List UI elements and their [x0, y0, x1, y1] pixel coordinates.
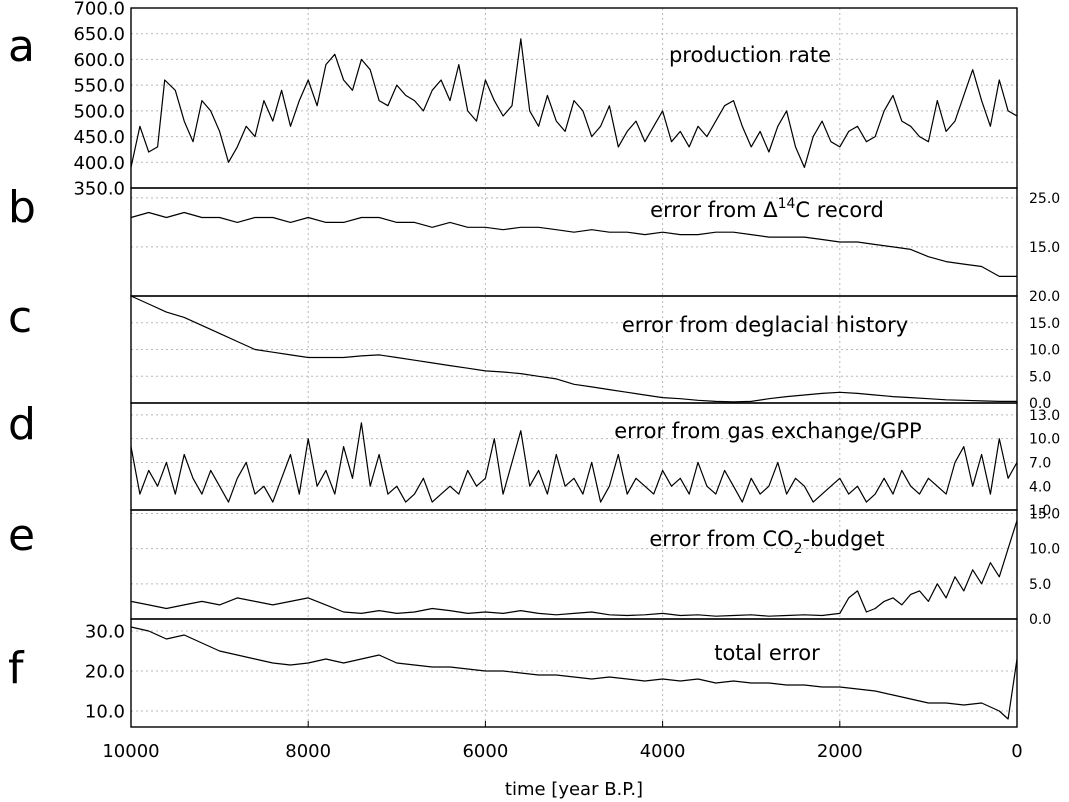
panel-title: total error	[714, 641, 820, 665]
y-tick-label: 10.0	[85, 701, 125, 722]
y-tick-label: 10.0	[1029, 343, 1060, 359]
series-line-a	[130, 38, 1018, 168]
y-tick-label: 0.0	[1029, 612, 1051, 628]
plot-frame	[130, 187, 1018, 297]
panel-title: error from Δ14C record	[650, 196, 884, 222]
y-tick-label: 15.0	[1029, 507, 1060, 523]
panel-a: 350.0 400.0 450.0 500.0 550.0 600.0 650.0 700.0…	[8, 0, 1018, 199]
panel-letter: d	[8, 399, 36, 450]
panel-f: 10.0 20.0 30.0 f total error	[8, 618, 1018, 728]
y-tick-label: 550.0	[73, 76, 125, 97]
x-axis-label: time [year B.P.]	[505, 779, 643, 800]
y-tick-label: 20.0	[85, 661, 125, 682]
y-tick-label: 15.0	[1029, 316, 1060, 332]
y-tick-label: 7.0	[1029, 455, 1051, 471]
panel-e: 0.0 5.0 10.0 15.0 e error from CO2-budget	[8, 507, 1060, 628]
y-tick-label: 20.0	[1029, 289, 1060, 305]
panel-title: production rate	[669, 43, 831, 67]
y-tick-label: 5.0	[1029, 369, 1051, 385]
panel-letter: c	[8, 292, 32, 343]
series-line-b	[130, 211, 1017, 277]
y-tick-label: 1.0	[1029, 503, 1051, 519]
panel-title: error from deglacial history	[622, 313, 908, 337]
panel-c: 0.0 5.0 10.0 15.0 20.0 c error from deglacial …	[8, 289, 1060, 412]
y-tick-label: 15.0	[1029, 240, 1060, 256]
y-tick-label: 400.0	[73, 153, 125, 174]
y-tick-label: 350.0	[73, 178, 125, 199]
y-tick-label: 0.0	[1029, 396, 1051, 412]
y-tick-label: 10.0	[1029, 432, 1060, 448]
y-tick-label: 30.0	[85, 621, 125, 642]
panel-d: 1.0 4.0 7.0 10.0 13.0 d error from gas exchang…	[8, 399, 1060, 519]
plot-frame	[130, 7, 1018, 189]
x-tick-label: 10000	[102, 741, 159, 762]
y-tick-label: 500.0	[73, 101, 125, 122]
panel-letter: a	[8, 21, 35, 72]
x-tick-label: 8000	[285, 741, 331, 762]
y-tick-label: 450.0	[73, 127, 125, 148]
y-tick-label: 13.0	[1029, 408, 1060, 424]
x-tick-label: 6000	[462, 741, 508, 762]
panel-title: error from CO2-budget	[649, 527, 884, 557]
series-line-c	[130, 295, 1017, 403]
x-tick-label: 0	[1011, 741, 1022, 762]
series-line-d	[130, 422, 1018, 503]
panel-letter: e	[8, 510, 35, 561]
y-tick-label: 600.0	[73, 50, 125, 71]
y-tick-label: 25.0	[1029, 191, 1060, 207]
y-tick-label: 4.0	[1029, 479, 1051, 495]
x-axis: 10000 8000 6000 4000 2000 0	[102, 721, 1023, 762]
plot-frame	[130, 618, 1018, 728]
x-tick-label: 2000	[817, 741, 863, 762]
x-tick-label: 4000	[640, 741, 686, 762]
series-line-e	[130, 520, 1018, 617]
panel-title: error from gas exchange/GPP	[614, 419, 921, 443]
y-tick-label: 700.0	[73, 0, 125, 19]
panel-b: 15.0 25.0 b error from Δ14C record	[8, 182, 1060, 297]
y-tick-label: 650.0	[73, 24, 125, 45]
series-line-f	[130, 626, 1018, 720]
y-tick-label: 5.0	[1029, 577, 1051, 593]
y-tick-label: 10.0	[1029, 542, 1060, 558]
panel-letter: b	[8, 182, 36, 233]
panel-letter: f	[8, 643, 25, 694]
